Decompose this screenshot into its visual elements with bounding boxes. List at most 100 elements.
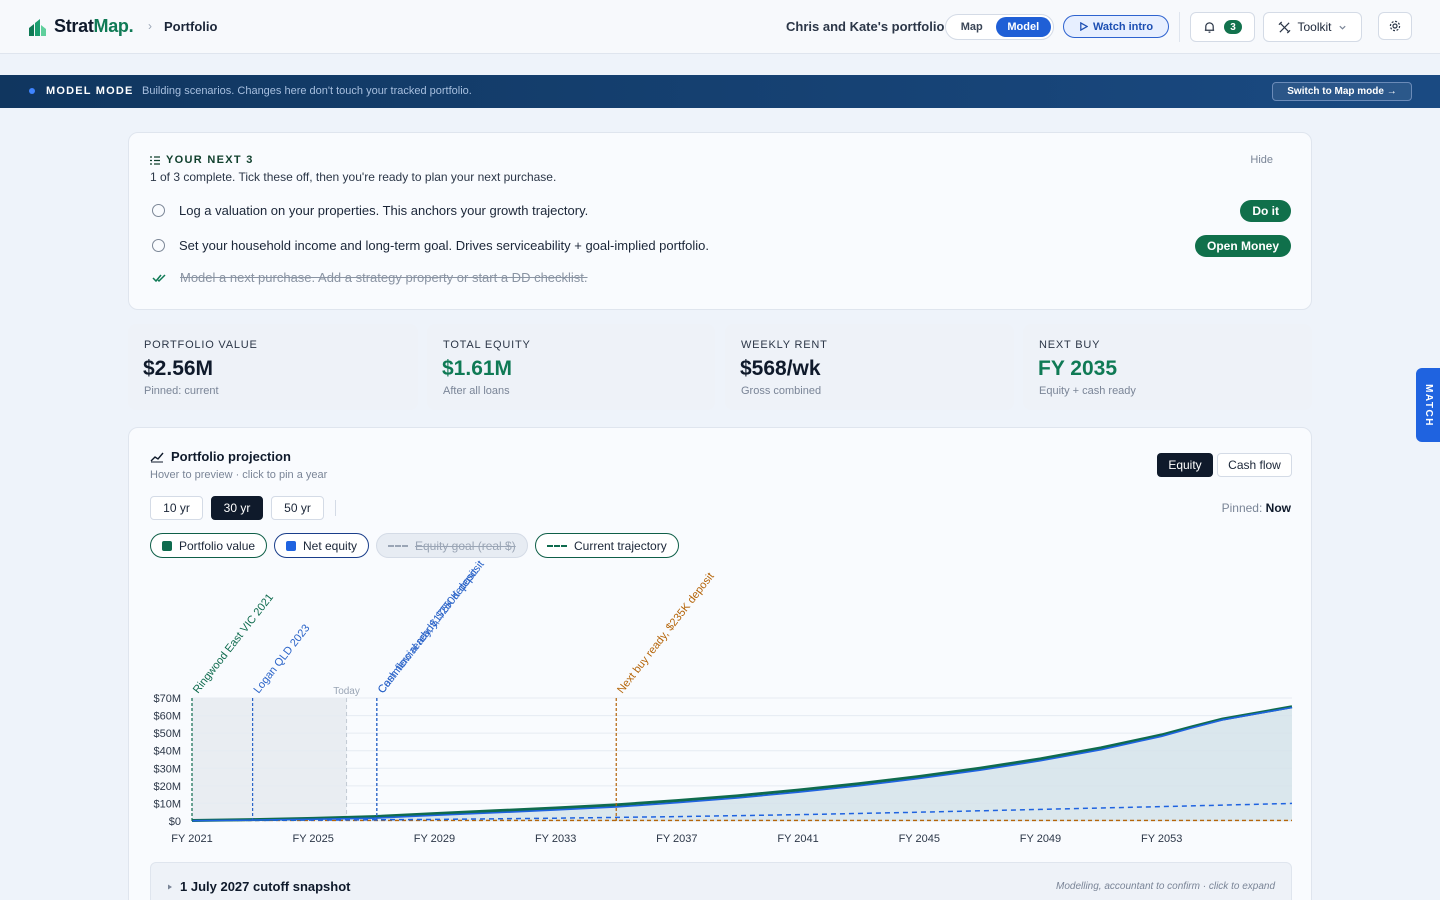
snapshot-note: Modelling, accountant to confirm · click… bbox=[1056, 881, 1275, 892]
toolkit-icon bbox=[1278, 21, 1291, 33]
x-tick-label: FY 2041 bbox=[777, 833, 818, 845]
legend-label: Portfolio value bbox=[179, 538, 256, 553]
y-tick-label: $70M bbox=[153, 693, 181, 705]
x-tick-label: FY 2025 bbox=[293, 833, 334, 845]
snapshot-title: 1 July 2027 cutoff snapshot bbox=[180, 879, 351, 894]
watch-intro-button[interactable]: Watch intro bbox=[1063, 15, 1169, 38]
projection-chart[interactable]: $0 $10M $20M $30M $40M $50M $60M $70M FY 2021 FY … bbox=[129, 428, 1313, 858]
mode-indicator-dot bbox=[29, 88, 35, 94]
x-tick-label: FY 2029 bbox=[414, 833, 455, 845]
range-30yr-button[interactable]: 30 yr bbox=[211, 496, 263, 520]
current-trajectory-line bbox=[191, 802, 1293, 822]
task-item-income[interactable]: Set your household income and long-term … bbox=[152, 238, 709, 253]
model-mode-banner: MODEL MODE Building scenarios. Changes h… bbox=[0, 75, 1440, 108]
logo[interactable]: StratMap. bbox=[29, 16, 134, 37]
history-shade bbox=[192, 698, 347, 821]
bell-icon bbox=[1204, 21, 1215, 33]
kpi-sub: Equity + cash ready bbox=[1039, 385, 1136, 397]
task-label: Log a valuation on your properties. This… bbox=[179, 203, 589, 218]
event-marker-label: Cash flow ready, $175K deposit bbox=[376, 567, 481, 696]
portfolio-name[interactable]: Chris and Kate's portfolio bbox=[786, 19, 945, 34]
header-divider bbox=[1179, 12, 1180, 42]
kpi-value: FY 2035 bbox=[1038, 357, 1118, 380]
cashflow-view-button[interactable]: Cash flow bbox=[1217, 453, 1292, 477]
toolkit-button[interactable]: Toolkit bbox=[1263, 12, 1362, 42]
double-check-icon bbox=[152, 273, 166, 282]
caret-right-icon bbox=[168, 884, 172, 889]
projection-subtitle: Hover to preview · click to pin a year bbox=[150, 469, 328, 481]
breadcrumb-separator: › bbox=[148, 19, 152, 33]
range-10yr-button[interactable]: 10 yr bbox=[150, 496, 203, 520]
y-tick-label: $40M bbox=[153, 746, 181, 758]
x-tick-label: FY 2045 bbox=[899, 833, 940, 845]
banner-title: MODEL MODE bbox=[46, 85, 134, 97]
today-label: Today bbox=[333, 686, 360, 697]
top-bar: StratMap. › Portfolio Chris and Kate's p… bbox=[0, 0, 1440, 54]
equity-view-button[interactable]: Equity bbox=[1157, 453, 1213, 477]
kpi-value: $1.61M bbox=[442, 357, 513, 380]
kpi-sub: Pinned: current bbox=[144, 385, 219, 397]
logo-icon bbox=[29, 18, 46, 36]
legend-dash bbox=[547, 544, 567, 547]
toolkit-label: Toolkit bbox=[1297, 20, 1332, 34]
legend-portfolio-value[interactable]: Portfolio value bbox=[150, 533, 268, 558]
net-equity-line bbox=[191, 706, 1293, 822]
breadcrumb-portfolio[interactable]: Portfolio bbox=[164, 19, 218, 34]
task-item-valuation[interactable]: Log a valuation on your properties. This… bbox=[152, 203, 588, 218]
notifications-button[interactable]: 3 bbox=[1190, 12, 1255, 42]
legend-label: Current trajectory bbox=[574, 538, 667, 553]
play-icon bbox=[1080, 22, 1088, 31]
task-label: Model a next purchase. Add a strategy pr… bbox=[180, 270, 588, 285]
task-item-purchase[interactable]: Model a next purchase. Add a strategy pr… bbox=[152, 270, 588, 285]
task-checkbox[interactable] bbox=[152, 239, 165, 252]
gear-icon bbox=[1389, 20, 1401, 32]
task-checkbox[interactable] bbox=[152, 204, 165, 217]
logo-text-main: Strat bbox=[54, 16, 94, 36]
notification-count-badge: 3 bbox=[1224, 20, 1242, 34]
x-tick-label: FY 2049 bbox=[1020, 833, 1061, 845]
legend-label: Equity goal (real $) bbox=[415, 538, 516, 553]
y-tick-label: $50M bbox=[153, 728, 181, 740]
task-label: Set your household income and long-term … bbox=[179, 238, 710, 253]
projection-title: Portfolio projection bbox=[171, 449, 291, 464]
x-tick-label: FY 2033 bbox=[535, 833, 576, 845]
portfolio-value-area bbox=[192, 706, 1292, 821]
hide-next-steps-link[interactable]: Hide bbox=[1250, 154, 1273, 166]
open-money-button[interactable]: Open Money bbox=[1194, 235, 1291, 257]
logo-text-accent: Map. bbox=[93, 16, 134, 36]
next-steps-card: YOUR NEXT 3 1 of 3 complete. Tick these … bbox=[128, 132, 1312, 310]
y-tick-label: $30M bbox=[153, 763, 181, 775]
x-tick-label: FY 2021 bbox=[171, 833, 212, 845]
watch-intro-label: Watch intro bbox=[1092, 20, 1154, 33]
kpi-sub: After all loans bbox=[443, 385, 510, 397]
settings-button[interactable] bbox=[1378, 12, 1412, 40]
portfolio-projection-card: Portfolio projection Hover to preview · … bbox=[128, 427, 1312, 900]
do-it-button[interactable]: Do it bbox=[1240, 200, 1291, 222]
mode-toggle: Map Model bbox=[945, 14, 1054, 40]
cutoff-snapshot-panel[interactable]: 1 July 2027 cutoff snapshot Modelling, a… bbox=[150, 862, 1292, 900]
event-marker-label: Logan QLD 2023 bbox=[252, 622, 313, 695]
legend-equity-goal[interactable]: Equity goal (real $) bbox=[376, 533, 528, 558]
portfolio-value-line bbox=[191, 705, 1293, 822]
switch-to-map-button[interactable]: Switch to Map mode → bbox=[1272, 82, 1412, 101]
kpi-label: WEEKLY RENT bbox=[741, 339, 828, 351]
mode-map-button[interactable]: Map bbox=[960, 21, 983, 33]
banner-subtitle: Building scenarios. Changes here don't t… bbox=[142, 85, 472, 97]
kpi-label: PORTFOLIO VALUE bbox=[144, 339, 258, 351]
legend-current-trajectory[interactable]: Current trajectory bbox=[535, 533, 679, 558]
next-steps-subtitle: 1 of 3 complete. Tick these off, then yo… bbox=[150, 170, 557, 184]
kpi-next-buy: NEXT BUY FY 2035 Equity + cash ready bbox=[1023, 324, 1312, 410]
legend-swatch bbox=[286, 540, 296, 551]
y-tick-label: $10M bbox=[153, 798, 181, 810]
match-side-tab[interactable]: MATCH bbox=[1416, 368, 1440, 442]
mode-model-button[interactable]: Model bbox=[995, 17, 1051, 37]
kpi-sub: Gross combined bbox=[741, 385, 822, 397]
kpi-portfolio-value: PORTFOLIO VALUE $2.56M Pinned: current bbox=[128, 324, 418, 410]
y-tick-label: $0 bbox=[169, 816, 181, 828]
legend-swatch bbox=[162, 540, 172, 551]
legend-label: Net equity bbox=[303, 538, 358, 553]
kpi-value: $568/wk bbox=[740, 357, 821, 380]
kpi-weekly-rent: WEEKLY RENT $568/wk Gross combined bbox=[725, 324, 1014, 410]
range-50yr-button[interactable]: 50 yr bbox=[271, 496, 324, 520]
legend-net-equity[interactable]: Net equity bbox=[274, 533, 370, 558]
